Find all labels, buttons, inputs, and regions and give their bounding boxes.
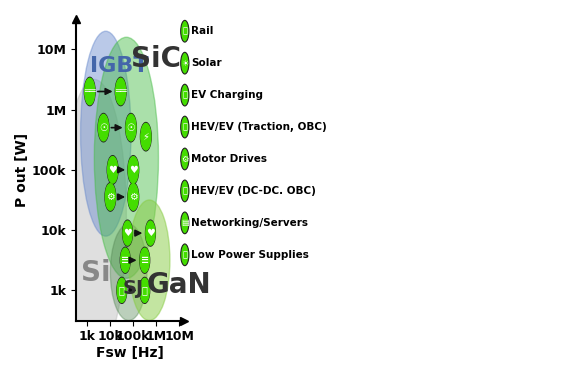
Circle shape	[85, 78, 95, 105]
Circle shape	[126, 114, 136, 141]
Circle shape	[117, 278, 127, 302]
Circle shape	[128, 183, 139, 211]
Circle shape	[181, 84, 189, 106]
Circle shape	[128, 184, 138, 210]
Text: Si: Si	[81, 260, 110, 287]
Text: ⚡: ⚡	[142, 132, 149, 142]
Ellipse shape	[62, 80, 127, 357]
Circle shape	[128, 156, 139, 184]
Y-axis label: P out [W]: P out [W]	[15, 133, 29, 207]
Circle shape	[181, 20, 189, 42]
Circle shape	[181, 244, 189, 266]
Circle shape	[117, 278, 127, 303]
Text: HEV/EV (DC-DC. OBC): HEV/EV (DC-DC. OBC)	[191, 186, 316, 196]
Ellipse shape	[94, 37, 159, 278]
Circle shape	[107, 156, 118, 184]
Circle shape	[115, 77, 126, 106]
Circle shape	[128, 157, 138, 183]
Circle shape	[181, 212, 189, 234]
Ellipse shape	[81, 31, 131, 236]
Text: 🚗: 🚗	[182, 123, 187, 132]
Circle shape	[84, 77, 95, 106]
Text: ⚙: ⚙	[181, 154, 189, 164]
Circle shape	[181, 148, 189, 170]
Circle shape	[105, 184, 116, 210]
Text: ≡: ≡	[141, 255, 149, 265]
Text: ☀: ☀	[181, 58, 189, 68]
Text: ♥: ♥	[108, 165, 117, 175]
Text: ⚙: ⚙	[129, 192, 138, 202]
Circle shape	[146, 221, 155, 245]
Text: SJ: SJ	[123, 279, 144, 298]
Text: ▤: ▤	[181, 218, 189, 227]
Circle shape	[141, 123, 151, 151]
Circle shape	[123, 220, 132, 246]
Text: ≡: ≡	[121, 255, 130, 265]
Text: ☉: ☉	[127, 123, 135, 133]
Circle shape	[181, 180, 189, 202]
Text: Low Power Supplies: Low Power Supplies	[191, 250, 309, 260]
Circle shape	[140, 278, 150, 303]
Circle shape	[141, 123, 151, 150]
Circle shape	[140, 278, 149, 302]
Text: ══: ══	[115, 87, 127, 96]
Text: ⎓: ⎓	[142, 285, 148, 296]
Circle shape	[98, 114, 109, 142]
Text: 🚗: 🚗	[182, 186, 187, 195]
Text: EV Charging: EV Charging	[191, 90, 263, 100]
Text: ♥: ♥	[129, 165, 138, 175]
Text: ══: ══	[84, 87, 96, 96]
Text: ⚙: ⚙	[106, 192, 114, 202]
Circle shape	[107, 157, 118, 183]
Circle shape	[140, 247, 150, 273]
Text: IGBT: IGBT	[90, 56, 149, 76]
Circle shape	[181, 116, 189, 138]
Circle shape	[116, 78, 125, 105]
Circle shape	[120, 247, 130, 273]
Text: ⎓: ⎓	[119, 285, 125, 296]
Circle shape	[123, 221, 132, 245]
X-axis label: Fsw [Hz]: Fsw [Hz]	[96, 346, 164, 360]
Text: ♥: ♥	[123, 228, 132, 238]
Text: 🔋: 🔋	[182, 91, 187, 100]
Ellipse shape	[128, 200, 170, 321]
Text: ♥: ♥	[146, 228, 155, 238]
Circle shape	[125, 114, 137, 142]
Circle shape	[140, 248, 149, 272]
Text: 🚃: 🚃	[182, 27, 187, 36]
Text: Motor Drives: Motor Drives	[191, 154, 267, 164]
Text: 🔋: 🔋	[182, 250, 187, 259]
Text: Networking/Servers: Networking/Servers	[191, 218, 309, 228]
Text: Solar: Solar	[191, 58, 222, 68]
Circle shape	[121, 248, 130, 272]
Circle shape	[105, 183, 116, 211]
Circle shape	[181, 53, 189, 74]
Text: ☉: ☉	[99, 123, 108, 133]
Text: Rail: Rail	[191, 26, 214, 36]
Ellipse shape	[110, 224, 147, 321]
Text: GaN: GaN	[147, 272, 211, 299]
Text: SiC: SiC	[131, 45, 181, 74]
Text: HEV/EV (Traction, OBC): HEV/EV (Traction, OBC)	[191, 122, 327, 132]
Circle shape	[98, 114, 109, 141]
Circle shape	[145, 220, 155, 246]
